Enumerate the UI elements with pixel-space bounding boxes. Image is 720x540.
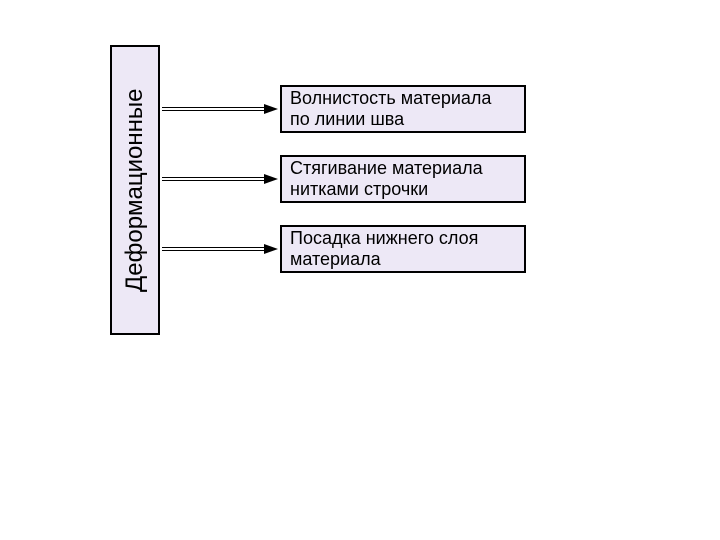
arrows-layer [0,0,720,540]
